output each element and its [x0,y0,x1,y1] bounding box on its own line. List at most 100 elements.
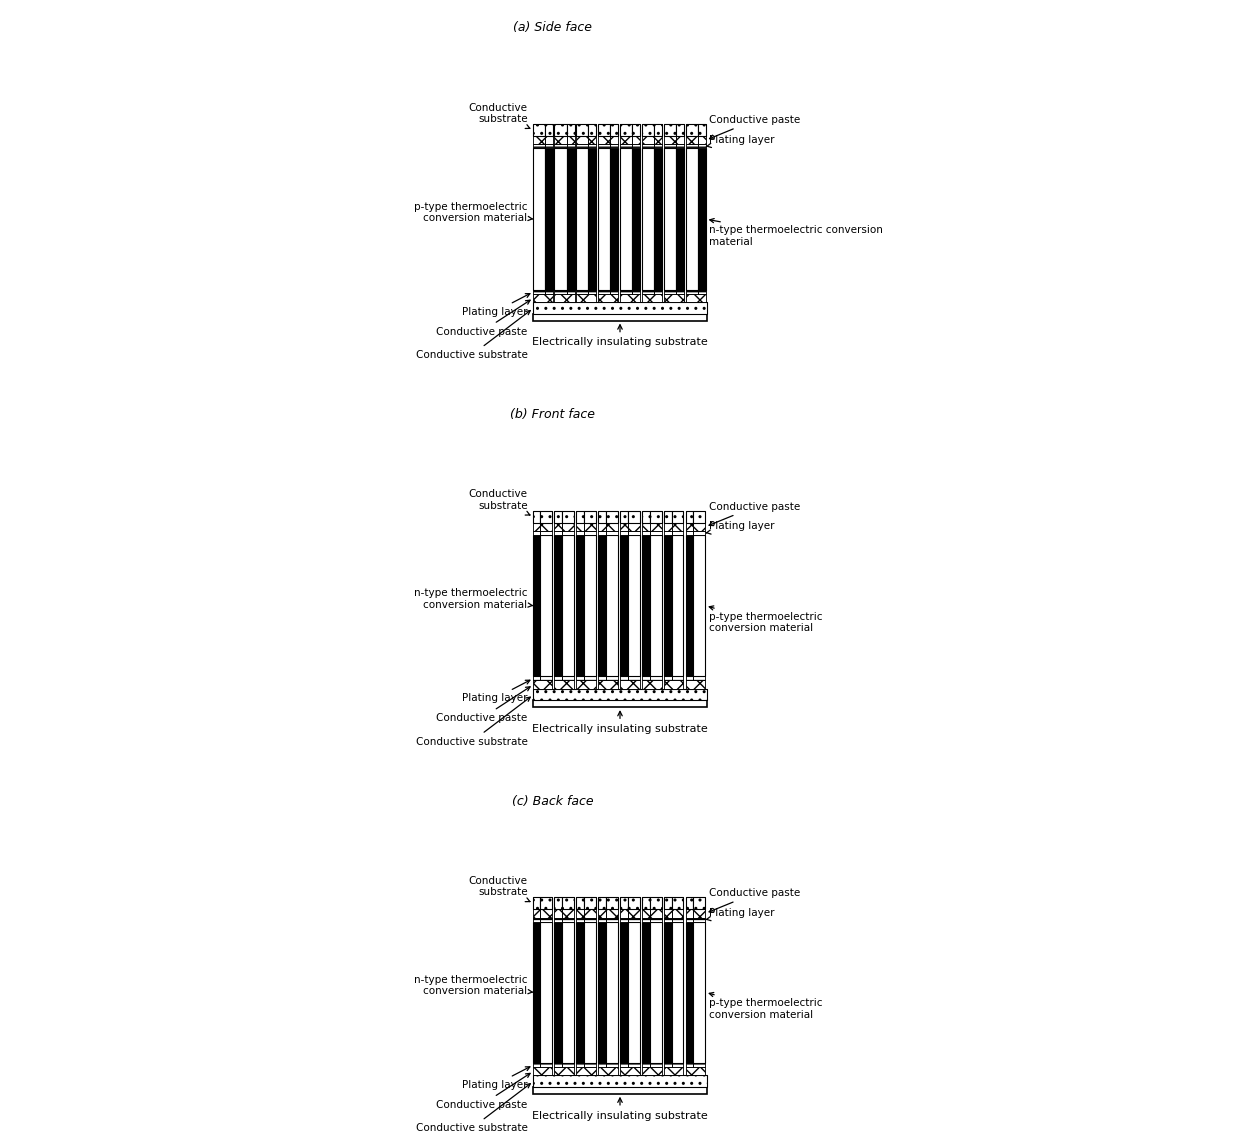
Bar [627,921,640,1063]
Bar [663,293,683,302]
Bar [584,531,596,535]
Bar [577,1066,596,1075]
Bar [653,145,662,148]
Bar [672,676,683,680]
Bar [610,125,619,136]
Bar [533,314,707,320]
Bar [554,125,567,136]
Bar [672,898,683,909]
Bar [533,688,707,701]
Text: n-type thermoelectric
conversion material: n-type thermoelectric conversion materia… [414,589,533,610]
Bar [698,136,706,145]
Bar [588,290,596,293]
Bar [533,125,544,136]
Bar [620,1063,627,1066]
Bar [676,148,683,290]
Text: Conductive paste: Conductive paste [436,1073,531,1109]
Bar [620,293,640,302]
Bar [686,125,698,136]
Bar [698,145,706,148]
Bar [672,523,683,531]
Bar [686,290,698,293]
Text: Plating layer: Plating layer [706,908,775,920]
Bar [554,921,562,1063]
Bar [577,531,584,535]
Bar [554,898,562,909]
Bar [627,918,640,921]
Bar [686,531,693,535]
Bar [642,523,650,531]
Bar [588,136,596,145]
Bar [686,535,693,676]
Bar [606,523,618,531]
Bar [663,909,672,918]
Bar [663,680,683,688]
Bar [650,535,661,676]
Bar [610,148,619,290]
Bar [620,531,627,535]
Text: Conductive
substrate: Conductive substrate [469,103,529,128]
Bar [627,523,640,531]
Bar [686,1066,706,1075]
Bar [577,511,584,523]
Bar [650,535,661,676]
Bar [584,898,596,909]
Bar [693,531,706,535]
Bar [588,136,596,145]
Bar [642,918,650,921]
Bar [627,535,640,676]
Bar [642,145,653,148]
Bar [598,290,610,293]
Bar [698,148,706,290]
Bar [627,511,640,523]
Bar [663,680,683,688]
Text: Plating layer: Plating layer [463,680,529,703]
Bar [577,125,588,136]
Bar [653,136,662,145]
Bar [606,535,618,676]
Bar [533,523,541,531]
Bar [554,145,567,148]
Bar [620,921,627,1063]
Bar [672,535,683,676]
Bar [663,511,672,523]
Bar [610,136,619,145]
Bar [562,921,574,1063]
Bar [562,511,574,523]
Bar [698,290,706,293]
Bar [588,290,596,293]
Bar [663,531,672,535]
Bar [541,918,552,921]
Bar [663,1063,672,1066]
Bar [567,125,574,136]
Bar [554,293,574,302]
Text: n-type thermoelectric
conversion material: n-type thermoelectric conversion materia… [414,975,533,996]
Bar [642,921,650,1063]
Bar [577,1063,584,1066]
Bar [562,535,574,676]
Bar [686,136,698,145]
Bar [676,145,683,148]
Bar [533,918,541,921]
Bar [554,918,562,921]
Bar [620,680,640,688]
Bar [533,293,553,302]
Bar [642,898,650,909]
Bar [554,136,567,145]
Bar [672,531,683,535]
Bar [663,918,672,921]
Bar [642,1063,650,1066]
Bar [663,1066,683,1075]
Bar [584,535,596,676]
Bar [533,293,553,302]
Text: Conductive substrate: Conductive substrate [415,697,531,747]
Bar [672,531,683,535]
Text: Conductive
substrate: Conductive substrate [469,489,529,515]
Bar [663,148,676,290]
Text: Electrically insulating substrate: Electrically insulating substrate [532,1098,708,1121]
Bar [598,676,606,680]
Bar [554,511,562,523]
Bar [620,523,627,531]
Bar [598,136,610,145]
Bar [627,523,640,531]
